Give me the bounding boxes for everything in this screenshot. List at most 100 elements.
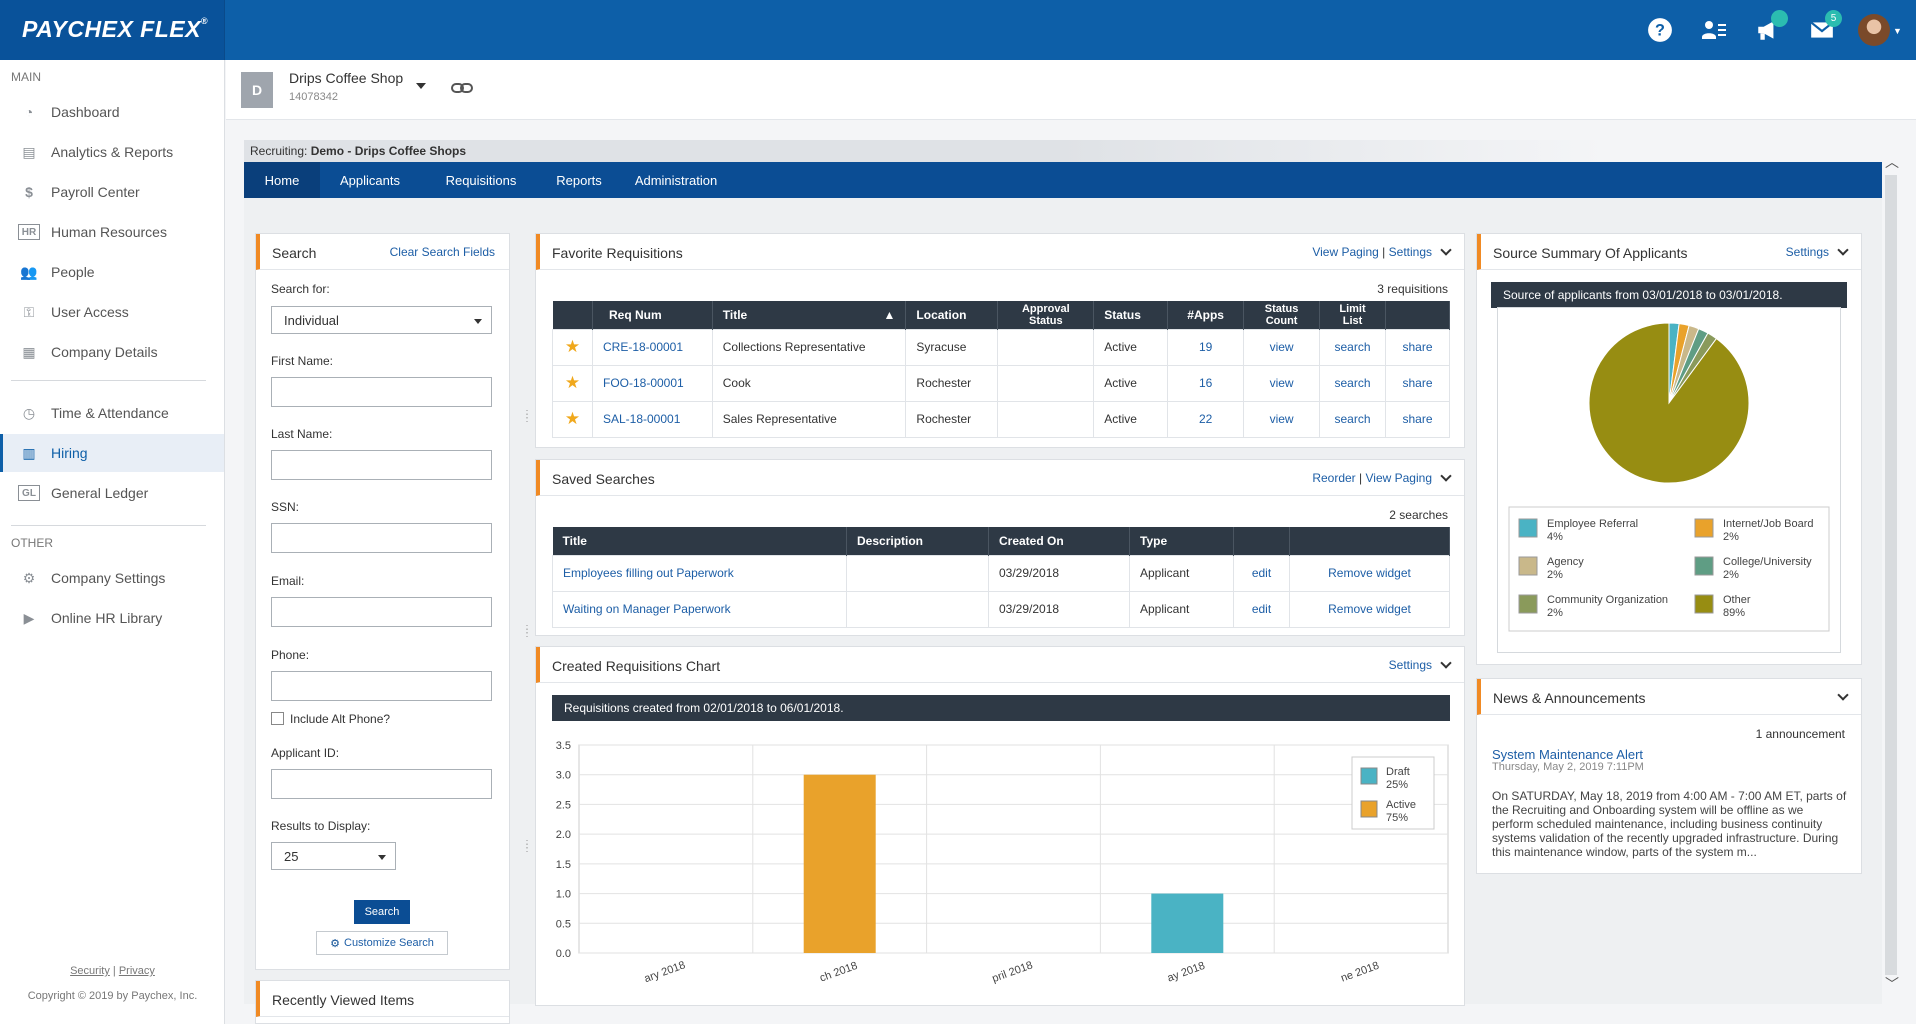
apps-count-link[interactable]: 19 (1198, 340, 1213, 354)
sidebar-heading-main: MAIN (11, 70, 41, 84)
news-item-title[interactable]: System Maintenance Alert (1492, 747, 1644, 762)
scroll-up-icon[interactable]: ︿ (1885, 154, 1899, 170)
sidebar-item-company-settings[interactable]: ⚙ Company Settings (0, 559, 224, 597)
mail-icon[interactable]: 5 (1806, 10, 1842, 46)
settings-link[interactable]: Settings (1785, 245, 1829, 259)
clear-search-link[interactable]: Clear Search Fields (389, 245, 495, 259)
sidebar-item-company-details[interactable]: ▦ Company Details (0, 333, 224, 371)
search-for-select[interactable]: Individual (271, 306, 492, 334)
results-select[interactable]: 25 (271, 842, 396, 870)
first-name-field[interactable] (271, 377, 492, 407)
legend-swatch (1360, 767, 1378, 785)
email-field[interactable] (271, 597, 492, 627)
y-tick-label: 3.0 (556, 770, 571, 782)
view-link[interactable]: view (1269, 412, 1294, 426)
drag-handle-icon[interactable]: ⋮ ⋮ (522, 839, 532, 854)
alt-phone-checkbox[interactable] (271, 712, 284, 725)
search-panel: Search Clear Search Fields Search for: I… (255, 233, 510, 970)
customize-search-button[interactable]: ⚙ Customize Search (316, 931, 448, 955)
view-link[interactable]: view (1269, 376, 1294, 390)
sidebar-item-people[interactable]: 👥 People (0, 253, 224, 291)
legend-value: 2% (1547, 607, 1563, 619)
drag-handle-icon[interactable]: ⋮ ⋮ (522, 624, 532, 639)
saved-searches-panel: Saved Searches Reorder | View Paging 2 s… (535, 459, 1465, 636)
chevron-down-icon[interactable] (1837, 689, 1849, 701)
remove-widget-link[interactable]: Remove widget (1328, 602, 1411, 616)
saved-search-link[interactable]: Employees filling out Paperwork (563, 566, 734, 580)
reorder-link[interactable]: Reorder (1312, 471, 1356, 485)
remove-widget-link[interactable]: Remove widget (1328, 566, 1411, 580)
sidebar-item-hr-library[interactable]: ▶ Online HR Library (0, 599, 224, 637)
privacy-link[interactable]: Privacy (118, 965, 155, 977)
hr-icon: HR (18, 224, 40, 240)
legend-swatch (1694, 518, 1714, 538)
req-link[interactable]: CRE-18-00001 (602, 340, 684, 354)
view-link[interactable]: view (1269, 340, 1294, 354)
search-link[interactable]: search (1334, 340, 1371, 354)
announcement-count: 1 announcement (1755, 727, 1845, 741)
sidebar-item-hr[interactable]: HR Human Resources (0, 213, 224, 251)
tab-home[interactable]: Home (244, 162, 320, 198)
scroll-down-icon[interactable]: ﹀ (1885, 976, 1899, 992)
search-button[interactable]: Search (354, 900, 410, 924)
tab-applicants[interactable]: Applicants (340, 172, 400, 188)
ssn-field[interactable] (271, 523, 492, 553)
chevron-down-icon[interactable] (1440, 470, 1452, 482)
company-name[interactable]: Drips Coffee Shop (289, 70, 404, 86)
tab-reports[interactable]: Reports (556, 172, 602, 188)
last-name-field[interactable] (271, 450, 492, 480)
tab-administration[interactable]: Administration (634, 172, 718, 188)
source-summary-header: Source Summary Of Applicants Settings (1477, 234, 1861, 270)
chevron-down-icon[interactable]: ▼ (1893, 26, 1902, 36)
share-link[interactable]: share (1402, 412, 1433, 426)
saved-search-link[interactable]: Waiting on Manager Paperwork (563, 602, 731, 616)
chevron-down-icon[interactable] (1837, 244, 1849, 256)
view-paging-link[interactable]: View Paging (1312, 245, 1379, 259)
chevron-down-icon[interactable] (1440, 657, 1452, 669)
sidebar-item-general-ledger[interactable]: GL General Ledger (0, 474, 224, 512)
view-paging-link[interactable]: View Paging (1365, 471, 1433, 485)
gear-icon: ⚙ (330, 937, 340, 950)
tab-requisitions[interactable]: Requisitions (445, 172, 517, 188)
help-icon[interactable]: ? (1644, 14, 1676, 46)
edit-link[interactable]: edit (1251, 566, 1272, 580)
company-dropdown-icon[interactable] (416, 83, 426, 89)
link-icon[interactable] (450, 76, 474, 103)
favorite-requisitions-panel: Favorite Requisitions View Paging | Sett… (535, 233, 1465, 448)
req-link[interactable]: FOO-18-00001 (602, 376, 684, 390)
sidebar-item-time-attendance[interactable]: ◷ Time & Attendance (0, 394, 224, 432)
edit-link[interactable]: edit (1251, 602, 1272, 616)
search-link[interactable]: search (1334, 376, 1371, 390)
settings-link[interactable]: Settings (1388, 245, 1432, 259)
sidebar-item-hiring[interactable]: ▥ Hiring (0, 434, 224, 472)
apps-count-link[interactable]: 16 (1198, 376, 1213, 390)
req-link[interactable]: SAL-18-00001 (602, 412, 681, 426)
sidebar-item-analytics[interactable]: ▤ Analytics & Reports (0, 133, 224, 171)
recruiting-breadcrumb: Recruiting: Demo - Drips Coffee Shops (244, 140, 1606, 162)
star-icon[interactable]: ★ (564, 373, 581, 392)
share-link[interactable]: share (1402, 340, 1433, 354)
security-link[interactable]: Security (70, 965, 110, 977)
paychex-logo[interactable]: PAYCHEX FLEX® (22, 16, 209, 42)
star-icon[interactable]: ★ (564, 409, 581, 428)
sidebar-item-dashboard[interactable]: ◔ Dashboard (0, 93, 224, 131)
share-link[interactable]: share (1402, 376, 1433, 390)
chart-range-strip: Requisitions created from 02/01/2018 to … (552, 695, 1450, 721)
phone-field[interactable] (271, 671, 492, 701)
sidebar-item-user-access[interactable]: ⚿ User Access (0, 293, 224, 331)
table-row: Employees filling out Paperwork 03/29/20… (552, 554, 1450, 592)
megaphone-icon[interactable] (1752, 10, 1788, 46)
avatar[interactable] (1858, 14, 1890, 46)
settings-link[interactable]: Settings (1388, 658, 1432, 672)
people-icon[interactable] (1698, 14, 1730, 46)
apps-count-link[interactable]: 22 (1198, 412, 1213, 426)
chevron-down-icon[interactable] (1440, 244, 1452, 256)
sidebar-item-payroll[interactable]: $ Payroll Center (0, 173, 224, 211)
star-icon[interactable]: ★ (564, 337, 581, 356)
search-link[interactable]: search (1334, 412, 1371, 426)
applicant-id-field[interactable] (271, 769, 492, 799)
drag-handle-icon[interactable]: ⋮ ⋮ (522, 409, 532, 424)
legend-label: Other (1723, 594, 1751, 606)
scrollbar-thumb[interactable] (1885, 175, 1897, 975)
